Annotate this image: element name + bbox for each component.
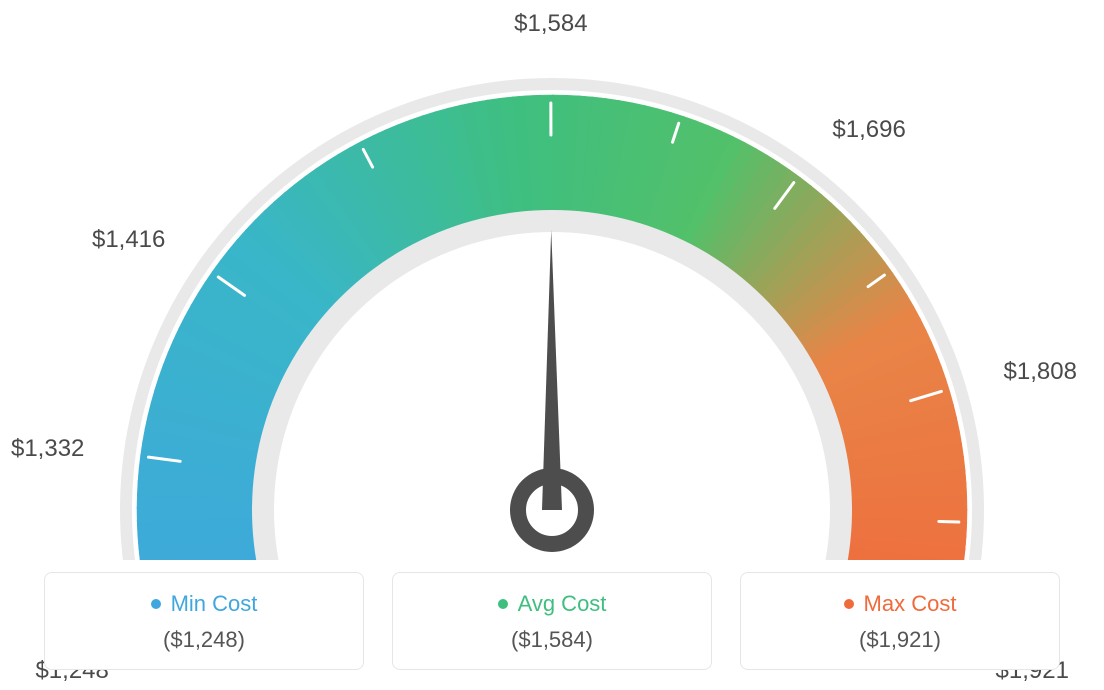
card-avg-value: ($1,584) [403, 627, 701, 653]
gauge-tick-label: $1,584 [514, 10, 587, 38]
card-max-value: ($1,921) [751, 627, 1049, 653]
dot-min-icon [151, 599, 161, 609]
gauge-tick-label: $1,808 [1004, 358, 1077, 386]
card-max-cost: Max Cost ($1,921) [740, 572, 1060, 670]
card-min-title: Min Cost [171, 591, 258, 617]
gauge-svg [0, 0, 1104, 560]
card-min-cost: Min Cost ($1,248) [44, 572, 364, 670]
dot-max-icon [844, 599, 854, 609]
dot-avg-icon [498, 599, 508, 609]
gauge-tick-label: $1,696 [832, 116, 905, 144]
card-max-title: Max Cost [864, 591, 957, 617]
gauge-tick-label: $1,332 [11, 435, 84, 463]
card-avg-title: Avg Cost [518, 591, 607, 617]
card-avg-cost: Avg Cost ($1,584) [392, 572, 712, 670]
legend-row: Min Cost ($1,248) Avg Cost ($1,584) Max … [0, 572, 1104, 670]
gauge-chart: $1,248$1,332$1,416$1,584$1,696$1,808$1,9… [0, 0, 1104, 560]
gauge-tick-label: $1,416 [92, 226, 165, 254]
card-min-value: ($1,248) [55, 627, 353, 653]
